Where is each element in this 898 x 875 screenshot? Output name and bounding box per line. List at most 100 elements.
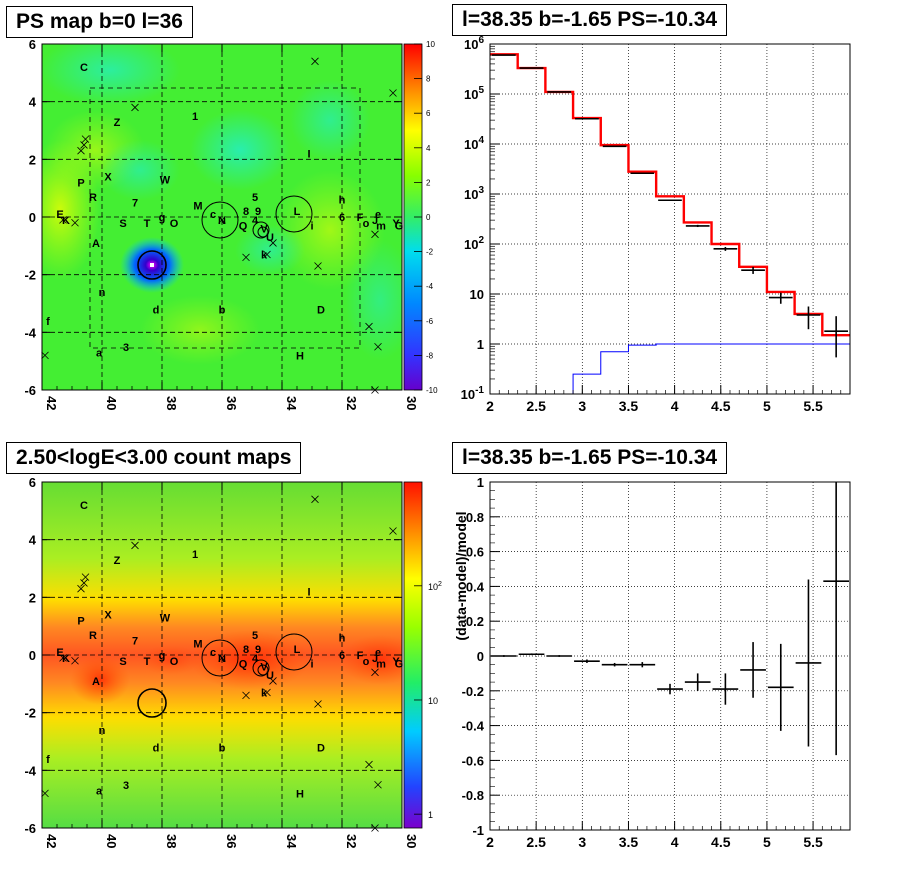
x-tick-label: 38 [164,834,179,848]
x-tick-label: 3.5 [619,834,639,850]
y-tick-label: -0.2 [462,684,484,699]
source-marker-k: k [261,249,268,261]
source-marker-7: 7 [132,636,138,648]
source-marker-h: h [339,195,346,207]
source-marker-V: V [260,662,268,674]
x-tick-label: 5 [763,398,771,414]
y-tick-label: 102 [464,235,484,252]
spectrum-frame [489,43,851,395]
cross-marker [41,351,49,360]
source-marker-F: F [357,212,364,224]
source-marker-D: D [317,304,325,316]
y-tick-label: 4 [29,533,37,548]
y-tick-label: 0.6 [466,545,484,560]
y-tick-label: -2 [24,268,36,283]
residuals-y-axis-label: (data-model)/model [453,511,469,640]
cross-marker [41,789,49,798]
source-marker-1: 1 [192,549,198,561]
colorbar-tick-label: 10 [428,696,438,706]
colorbar-tick-label: 0 [426,213,431,222]
count-map-source-circles [137,633,313,718]
cross-marker [269,677,277,685]
source-marker-f: f [46,316,50,328]
source-marker-O: O [170,656,179,668]
count-map-title: 2.50<logE<3.00 count maps [6,442,302,474]
x-tick-label: 36 [224,834,239,848]
y-tick-label: 0 [477,649,484,664]
source-marker-f: f [46,754,50,766]
source-marker-a: a [96,348,103,360]
source-marker-J: J [372,653,378,665]
y-tick-label: 1 [477,337,484,352]
source-marker-c: c [210,647,216,659]
x-tick-label: 42 [44,834,59,848]
count-map-colorbar [403,481,423,829]
source-marker-o: o [363,656,370,668]
cross-marker [59,654,67,662]
y-tick-label: 105 [464,85,484,102]
ps-map-colorbar-ticks: 10 8 6 4 2 0 -2 -4 -6 -8 -10 [414,40,438,395]
cross-marker [374,780,382,789]
residuals-panel: 2 2.5 3 3.5 4 4.5 5 5.5 1 0.8 0.6 0.4 0.2 0 -0.2 -0.4 -0… [453,475,851,850]
source-marker-R: R [89,192,97,204]
cross-marker [81,135,90,143]
residuals-axes: 2 2.5 3 3.5 4 4.5 5 5.5 1 0.8 0.6 0.4 0.2 0 -0.2 -0.4 -0… [462,475,851,850]
source-marker-b: b [219,304,226,316]
source-marker-L: L [294,644,301,656]
source-marker-T: T [144,656,151,668]
colorbar-tick-label: 8 [426,75,431,84]
x-tick-label: 3 [578,398,586,414]
source-marker-N: N [218,653,226,665]
cross-marker [59,216,67,224]
colorbar-tick-label: -8 [426,351,434,360]
spectrum-series [490,53,850,395]
y-tick-label: -6 [24,821,36,836]
source-marker-J: J [372,215,378,227]
cross-marker [311,495,319,504]
source-marker-h: h [339,633,346,645]
x-tick-label: 2.5 [526,834,546,850]
cross-marker [242,253,250,262]
source-marker-9: 9 [255,206,261,218]
source-marker-c: c [210,209,216,221]
source-marker-N: N [218,215,226,227]
cross-marker [131,103,139,112]
source-marker-X: X [104,172,112,184]
colorbar-tick-label: 1 [428,810,433,820]
source-marker-3: 3 [123,342,129,354]
source-marker-S: S [119,656,126,668]
source-marker-O: O [170,218,179,230]
y-tick-label: 0.8 [466,510,484,525]
source-marker-G: G [395,659,404,671]
source-marker-n: n [99,287,106,299]
residuals-title: l=38.35 b=-1.65 PS=-10.34 [452,442,728,474]
source-marker-m: m [376,221,386,233]
source-marker-A: A [92,238,100,250]
cross-marker [77,146,85,155]
source-marker-7: 7 [132,198,138,210]
x-tick-label: 3 [578,834,586,850]
cross-marker [314,262,322,270]
x-tick-label: 40 [104,834,119,848]
cross-marker [71,218,79,227]
source-marker-A: A [92,676,100,688]
cross-marker [77,584,85,593]
source-marker-Y: Y [392,218,400,230]
source-marker-8: 8 [243,644,249,656]
source-marker-4: 4 [252,653,259,665]
source-marker-5: 5 [252,630,258,642]
source-marker-b: b [219,742,226,754]
ps-map-source-circles [137,195,313,280]
x-tick-label: 42 [44,396,59,410]
cross-marker [389,89,397,97]
cross-marker [371,230,379,239]
source-marker-W: W [160,613,171,625]
source-marker-H: H [296,788,304,800]
source-marker-i: i [310,659,313,671]
y-tick-label: 1 [477,475,484,490]
y-tick-label: 103 [464,185,484,202]
